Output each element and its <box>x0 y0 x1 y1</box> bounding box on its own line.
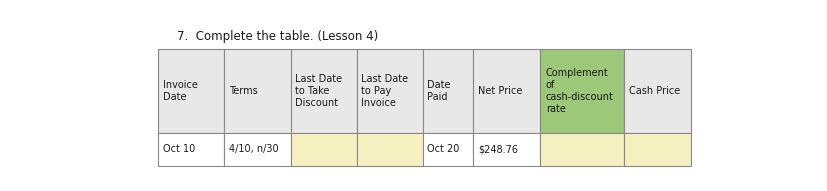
Text: Oct 10: Oct 10 <box>162 144 194 154</box>
Bar <box>290 133 356 166</box>
Text: 4/10, n/30: 4/10, n/30 <box>229 144 278 154</box>
Bar <box>539 133 624 166</box>
Bar <box>158 49 224 133</box>
Bar <box>473 133 539 166</box>
Bar <box>423 49 473 133</box>
Text: Last Date
to Take
Discount: Last Date to Take Discount <box>295 74 342 108</box>
Text: 7.  Complete the table. (Lesson 4): 7. Complete the table. (Lesson 4) <box>177 30 378 43</box>
Bar <box>356 49 423 133</box>
Bar <box>290 49 356 133</box>
Bar <box>624 133 690 166</box>
Text: Complement
of
cash-discount
rate: Complement of cash-discount rate <box>545 68 613 114</box>
Bar <box>356 133 423 166</box>
Bar <box>539 49 624 133</box>
Bar <box>224 133 290 166</box>
Bar <box>423 133 473 166</box>
Bar <box>224 49 290 133</box>
Text: Oct 20: Oct 20 <box>426 144 458 154</box>
Text: Terms: Terms <box>229 86 257 96</box>
Text: Invoice
Date: Invoice Date <box>162 80 198 102</box>
Text: $248.76: $248.76 <box>477 144 518 154</box>
Bar <box>473 49 539 133</box>
Text: Cash Price: Cash Price <box>629 86 680 96</box>
Text: Last Date
to Pay
Invoice: Last Date to Pay Invoice <box>361 74 408 108</box>
Bar <box>624 49 690 133</box>
Text: Date
Paid: Date Paid <box>426 80 450 102</box>
Bar <box>158 133 224 166</box>
Text: Net Price: Net Price <box>477 86 522 96</box>
